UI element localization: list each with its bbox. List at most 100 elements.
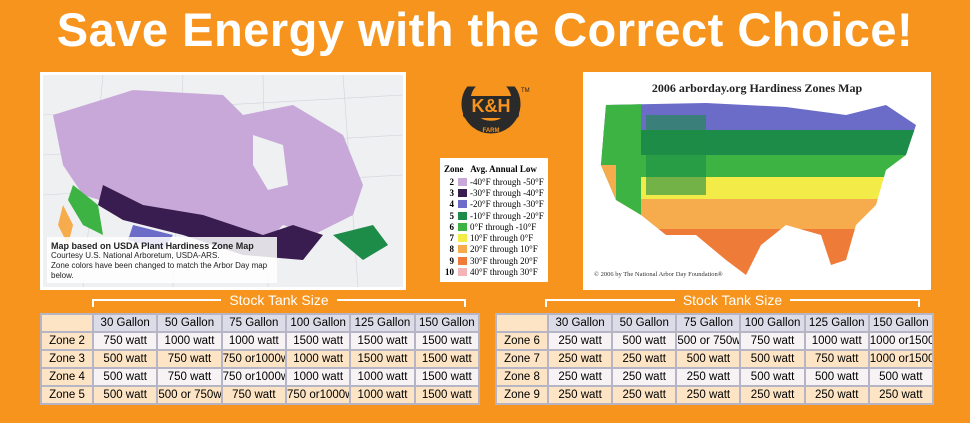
table-cell: 1000 watt	[349, 385, 416, 405]
table-cell: 750 or1000w	[220, 349, 287, 369]
legend-swatch	[458, 245, 467, 254]
legend-rows: 2 -40°F through -50°F 3 -30°F through -40°F…	[440, 176, 548, 278]
legend-row: 9 30°F through 20°F	[440, 255, 548, 266]
us-map-art	[601, 103, 916, 275]
table-cell: 1000 or1500w	[867, 349, 934, 369]
table-cell: 250 watt	[611, 385, 678, 405]
table-cell: 1000 or1500w	[867, 331, 934, 351]
row-header: Zone 5	[40, 385, 94, 405]
table-cell: 500 watt	[739, 349, 806, 369]
row-header: Zone 4	[40, 367, 94, 387]
legend-swatch	[458, 256, 467, 265]
column-header: 150 Gallon	[867, 313, 934, 333]
legend-zone: 3	[449, 187, 455, 198]
table-cell: 750 or1000w	[220, 367, 287, 387]
table-cell: 250 watt	[803, 385, 870, 405]
table-row: Zone 5 500 watt 500 or 750w 750 watt 750 or1…	[40, 385, 480, 405]
table-row: Zone 3 500 watt 750 watt 750 or1000w 1000 wa…	[40, 349, 480, 369]
column-header: 75 Gallon	[220, 313, 287, 333]
legend-swatch	[458, 211, 467, 220]
legend-row: 2 -40°F through -50°F	[440, 176, 548, 187]
table-cell: 500 watt	[867, 367, 934, 387]
legend-zone: 2	[449, 176, 455, 187]
row-header: Zone 9	[495, 385, 549, 405]
us-map-credit: © 2006 by The National Arbor Day Foundat…	[594, 271, 723, 278]
logo-art	[460, 85, 522, 135]
table-cell: 1500 watt	[413, 367, 480, 387]
table-cell: 250 watt	[611, 367, 678, 387]
row-header: Zone 3	[40, 349, 94, 369]
column-header: 100 Gallon	[739, 313, 806, 333]
header-row: 30 Gallon 50 Gallon 75 Gallon 100 Gallon 125…	[495, 313, 934, 333]
table-cell: 250 watt	[675, 385, 742, 405]
table-cell: 1500 watt	[349, 349, 416, 369]
table-cell: 750 watt	[91, 331, 159, 351]
row-header: Zone 6	[495, 331, 549, 351]
legend-zone: 5	[449, 210, 455, 221]
caption-wrap: Stock Tank Size	[92, 292, 466, 310]
legend-header: Zone Avg. Annual Low	[440, 158, 548, 176]
table-cell: 250 watt	[546, 385, 614, 405]
legend-swatch	[458, 177, 467, 186]
legend-zone: 9	[449, 255, 455, 266]
legend-zone: 4	[449, 199, 455, 210]
table-cell: 750 or1000w	[284, 385, 352, 405]
column-header: 30 Gallon	[546, 313, 614, 333]
legend-header-low: Avg. Annual Low	[470, 164, 537, 174]
table-cell: 750 watt	[803, 349, 870, 369]
table-cell: 1500 watt	[413, 385, 480, 405]
column-header: 150 Gallon	[413, 313, 480, 333]
table-cell: 500 watt	[803, 367, 870, 387]
caption-wrap: Stock Tank Size	[545, 292, 920, 310]
table-cell: 500 watt	[675, 349, 742, 369]
row-header: Zone 7	[495, 349, 549, 369]
table-cell: 500 watt	[91, 385, 159, 405]
legend-range: -20°F through -30°F	[470, 199, 544, 210]
legend-zone: 10	[445, 267, 454, 278]
legend-range: 20°F through 10°F	[470, 244, 538, 255]
table-cell: 500 or 750w	[156, 385, 223, 405]
column-header: 125 Gallon	[349, 313, 416, 333]
table-cell: 1500 watt	[349, 331, 416, 351]
us-map-title: 2006 arborday.org Hardiness Zones Map	[651, 81, 863, 95]
legend-row: 5 -10°F through -20°F	[440, 210, 548, 221]
legend-row: 3 -30°F through -40°F	[440, 187, 548, 198]
zone-legend: Zone Avg. Annual Low 2 -40°F through -50°…	[440, 158, 548, 282]
legend-row: 4 -20°F through -30°F	[440, 199, 548, 210]
column-header: 30 Gallon	[91, 313, 159, 333]
table-cell: 750 watt	[156, 349, 223, 369]
caption: Map based on USDA Plant Hardiness Zone M…	[51, 241, 291, 281]
table-caption: Stock Tank Size	[674, 292, 791, 308]
table-cell: 250 watt	[546, 349, 614, 369]
table-cell: 250 watt	[867, 385, 934, 405]
column-header: 50 Gallon	[156, 313, 223, 333]
legend-swatch	[458, 268, 467, 277]
table-cell: 250 watt	[546, 331, 614, 351]
legend-range: -10°F through -20°F	[470, 210, 544, 221]
table-cell: 500 or 750w	[675, 331, 742, 351]
legend-zone: 7	[449, 233, 455, 244]
table-cell: 500 watt	[91, 349, 159, 369]
table-caption: Stock Tank Size	[221, 292, 337, 308]
table-cell: 750 watt	[739, 331, 806, 351]
legend-range: 40°F through 30°F	[470, 267, 538, 278]
legend-range: 10°F through 0°F	[470, 233, 534, 244]
table-cell: 500 watt	[739, 367, 806, 387]
header-row: 30 Gallon 50 Gallon 75 Gallon 100 Gallon 125…	[40, 313, 480, 333]
logo-brand: K&H	[471, 96, 511, 116]
column-header: 100 Gallon	[284, 313, 352, 333]
legend-row: 6 0°F through -10°F	[440, 221, 548, 232]
table-cell: 750 watt	[156, 367, 223, 387]
legend-swatch	[458, 188, 467, 197]
column-header: 50 Gallon	[611, 313, 678, 333]
table-cell: 1000 watt	[349, 367, 416, 387]
table-row: Zone 9 250 watt 250 watt 250 watt 250 watt 25…	[495, 385, 934, 405]
legend-range: -40°F through -50°F	[470, 176, 544, 187]
stock-tank-table: 30 Gallon 50 Gallon 75 Gallon 100 Gallon 125…	[40, 313, 480, 405]
legend-swatch	[458, 222, 467, 231]
corner-cell	[495, 313, 549, 333]
table-cell: 1000 watt	[284, 367, 352, 387]
legend-row: 7 10°F through 0°F	[440, 232, 548, 243]
table-cell: 1000 watt	[803, 331, 870, 351]
